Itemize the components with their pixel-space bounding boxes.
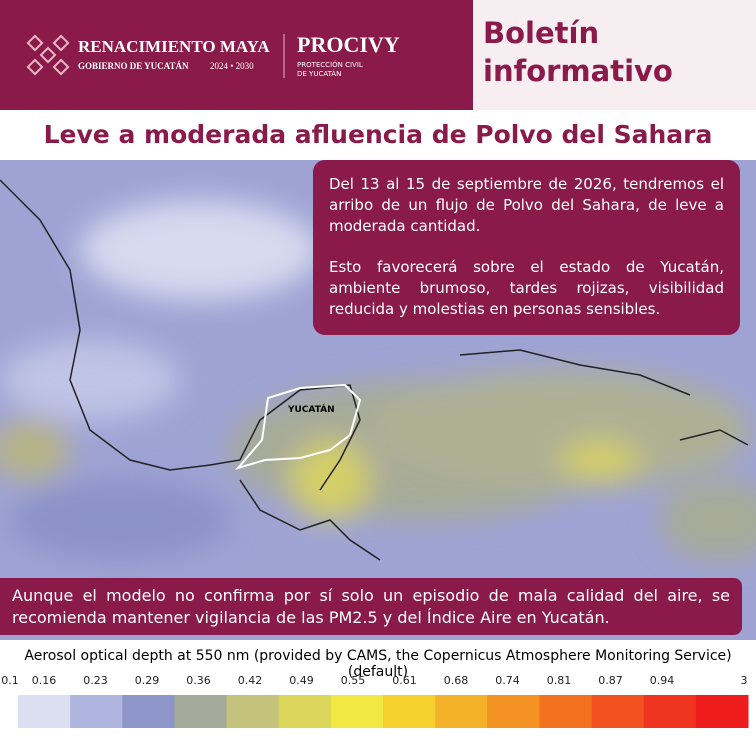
legend-swatch bbox=[487, 695, 540, 728]
legend-tick: 0.23 bbox=[83, 674, 108, 687]
info-paragraph: Del 13 al 15 de septiembre de 2026, tend… bbox=[329, 175, 724, 235]
agency-line: PROTECCIÓN CIVIL bbox=[297, 60, 363, 69]
legend-tick: 0.87 bbox=[598, 674, 623, 687]
legend-swatch bbox=[226, 695, 280, 728]
legend-title: Aerosol optical depth at 550 nm (provide… bbox=[24, 648, 732, 680]
legend-tick: 0.61 bbox=[392, 674, 417, 687]
bulletin-text: Boletín informativo bbox=[483, 16, 673, 88]
legend-swatch bbox=[643, 695, 697, 728]
legend-swatch bbox=[278, 695, 332, 728]
map-label: YUCATÁN bbox=[287, 403, 335, 415]
info-box: Del 13 al 15 de septiembre de 2026, tend… bbox=[313, 160, 740, 335]
legend-tick: 0.42 bbox=[238, 674, 263, 687]
government: GOBIERNO DE YUCATÁN bbox=[78, 61, 189, 71]
legend-swatch bbox=[591, 695, 645, 728]
legend-swatch bbox=[435, 695, 488, 728]
legend-tick: 0.16 bbox=[32, 674, 57, 687]
legend-swatch bbox=[695, 695, 749, 728]
footer-note: Aunque el modelo no confirma por sí solo… bbox=[0, 578, 742, 635]
logo: RENACIMIENTO MAYA GOBIERNO DE YUCATÁN 20… bbox=[26, 32, 400, 78]
legend-swatch bbox=[174, 695, 228, 728]
title: Leve a moderada afluencia de Polvo del S… bbox=[43, 120, 713, 149]
info-paragraph: Esto favorecerá sobre el estado de Yucat… bbox=[329, 258, 724, 318]
legend-swatch bbox=[18, 695, 71, 728]
legend-tick: 0.81 bbox=[547, 674, 572, 687]
header: RENACIMIENTO MAYA GOBIERNO DE YUCATÁN 20… bbox=[0, 0, 470, 110]
legend-swatch bbox=[330, 695, 384, 728]
legend-swatch bbox=[383, 695, 436, 728]
agency: PROCIVY bbox=[297, 32, 400, 57]
legend-swatch bbox=[70, 695, 123, 728]
legend-tick: 3 bbox=[741, 674, 748, 687]
legend-tick: 0.1 bbox=[1, 674, 19, 687]
legend-tick: 0.49 bbox=[289, 674, 314, 687]
legend-tick: 0.55 bbox=[341, 674, 366, 687]
legend-tick: 0.68 bbox=[444, 674, 469, 687]
legend-tick: 0.29 bbox=[135, 674, 160, 687]
legend: 0.1 0.16 0.23 0.29 0.36 0.42 0.49 0.55 0.61 0.68 0… bbox=[1, 674, 749, 728]
legend-tick: 0.74 bbox=[495, 674, 520, 687]
legend-tick: 0.36 bbox=[186, 674, 211, 687]
legend-tick: 0.94 bbox=[650, 674, 675, 687]
legend-swatch bbox=[122, 695, 175, 728]
agency-line: DE YUCATÁN bbox=[297, 69, 341, 78]
brand: RENACIMIENTO MAYA bbox=[78, 37, 270, 56]
period: 2024 • 2030 bbox=[210, 61, 254, 71]
bulletin-label: Boletín informativo bbox=[470, 0, 756, 110]
legend-swatch bbox=[539, 695, 593, 728]
